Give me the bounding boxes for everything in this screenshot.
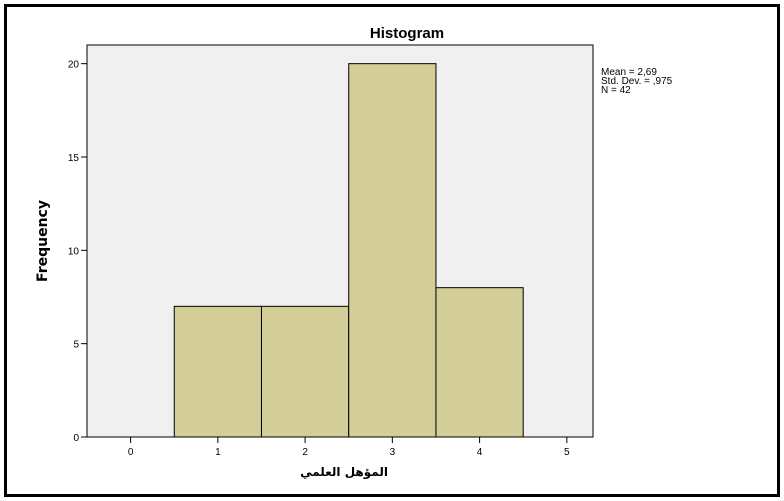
x-tick-label: 0: [128, 447, 134, 458]
x-axis-label: المؤهل العلمي: [300, 465, 388, 480]
histogram-bar: [435, 287, 524, 438]
y-tick-label: 20: [68, 60, 80, 71]
x-tick-label: 2: [302, 447, 308, 458]
histogram-bar: [348, 63, 437, 438]
chart-title: Histogram: [370, 25, 444, 42]
x-tick-label: 4: [477, 447, 483, 458]
x-tick-label: 3: [390, 447, 396, 458]
y-axis: 0 5 10 15 20: [68, 60, 87, 444]
y-axis-label: Frequency: [35, 200, 51, 282]
stats-line: N = 42: [601, 85, 631, 96]
x-axis: 0 1 2 3 4 5: [128, 437, 570, 458]
y-tick-label: 15: [68, 153, 80, 164]
y-tick-label: 5: [73, 340, 79, 351]
bars: [173, 63, 524, 438]
y-tick-label: 0: [73, 433, 79, 444]
stats-line: Mean = 2,69: [601, 67, 657, 78]
y-tick-label: 10: [68, 246, 80, 257]
stats-line: Std. Dev. = ,975: [601, 76, 673, 87]
x-tick-label: 1: [215, 447, 221, 458]
histogram-bar: [173, 305, 262, 438]
histogram-bar: [260, 305, 350, 438]
x-tick-label: 5: [564, 447, 570, 458]
